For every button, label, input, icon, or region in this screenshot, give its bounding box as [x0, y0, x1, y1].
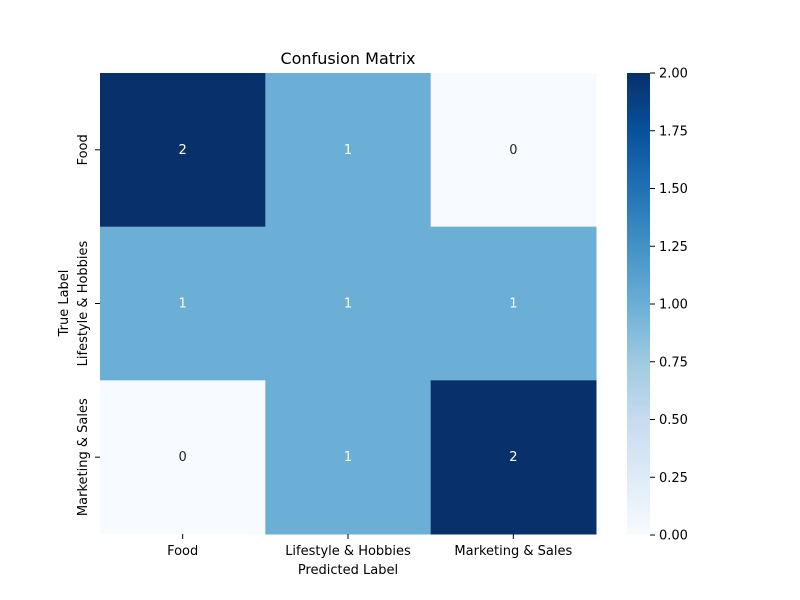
heatmap-cell	[430, 73, 597, 228]
colorbar-tick-label: 0.50	[659, 413, 688, 428]
heatmap-cell-labels: 2 1 0 1 1 1 0 1 2	[179, 143, 518, 465]
y-tick-label: Marketing & Sales	[76, 398, 91, 516]
heatmap-cell	[265, 380, 432, 535]
cell-value-label: 0	[509, 143, 517, 158]
cell-value-label: 1	[344, 450, 352, 465]
colorbar-tick-label: 1.00	[659, 298, 688, 313]
cell-value-label: 1	[509, 297, 517, 312]
cell-value-label: 2	[509, 450, 517, 465]
cell-value-label: 1	[179, 297, 187, 312]
y-tick-label: Food	[76, 134, 91, 165]
x-axis-label: Predicted Label	[298, 563, 398, 578]
colorbar-gradient	[627, 73, 650, 535]
heatmap-cell	[100, 226, 266, 381]
y-tick-label: Lifestyle & Hobbies	[76, 240, 91, 366]
chart-title: Confusion Matrix	[280, 49, 415, 68]
colorbar-tick-label: 0.00	[659, 529, 688, 544]
heatmap-cell	[100, 73, 266, 228]
colorbar-tick-label: 0.75	[659, 355, 688, 370]
y-axis-label: True Label	[57, 270, 72, 338]
colorbar-tick-label: 1.50	[659, 182, 688, 197]
x-tick-label: Marketing & Sales	[454, 544, 572, 559]
colorbar-tick-label: 1.75	[659, 124, 688, 139]
x-axis: Food Lifestyle & Hobbies Marketing & Sales	[167, 534, 572, 559]
x-tick-label: Food	[167, 544, 198, 559]
heatmap-cells	[100, 73, 597, 535]
colorbar-tick-label: 2.00	[659, 67, 688, 82]
heatmap-cell	[430, 380, 597, 535]
colorbar-tick-label: 1.25	[659, 240, 688, 255]
heatmap-cell	[265, 73, 432, 228]
colorbar-tick-label: 0.25	[659, 471, 688, 486]
x-tick-label: Lifestyle & Hobbies	[285, 544, 411, 559]
colorbar: 0.00 0.25 0.50 0.75 1.00 1.25 1.50 1.75 2.00	[627, 67, 688, 544]
cell-value-label: 1	[344, 297, 352, 312]
cell-value-label: 1	[344, 143, 352, 158]
heatmap-cell	[430, 226, 597, 381]
cell-value-label: 2	[179, 143, 187, 158]
heatmap-cell	[265, 226, 432, 381]
y-axis: Food Lifestyle & Hobbies Marketing & Sales	[76, 134, 100, 516]
cell-value-label: 0	[179, 450, 187, 465]
heatmap-cell	[100, 380, 266, 535]
